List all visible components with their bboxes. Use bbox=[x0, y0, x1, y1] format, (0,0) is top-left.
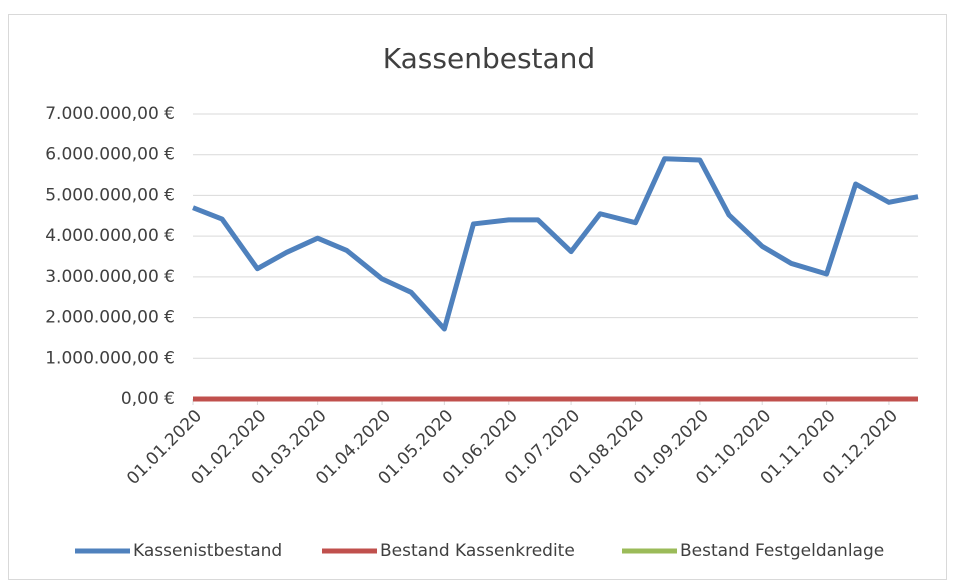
chart-title: Kassenbestand bbox=[383, 42, 595, 75]
y-tick-label: 0,00 € bbox=[121, 389, 175, 409]
series-line bbox=[192, 156, 919, 332]
legend-label: Bestand Kassenkredite bbox=[380, 541, 575, 561]
y-tick-label: 2.000.000,00 € bbox=[45, 308, 175, 328]
y-tick-label: 6.000.000,00 € bbox=[45, 145, 175, 165]
legend-item: Bestand Kassenkredite bbox=[322, 541, 575, 561]
legend-item: Kassenistbestand bbox=[75, 541, 282, 561]
legend-label: Kassenistbestand bbox=[133, 541, 282, 561]
legend-label: Bestand Festgeldanlage bbox=[680, 541, 884, 561]
y-tick-label: 1.000.000,00 € bbox=[45, 348, 175, 368]
y-tick-label: 7.000.000,00 € bbox=[45, 104, 175, 124]
y-tick-label: 4.000.000,00 € bbox=[45, 226, 175, 246]
y-tick-label: 5.000.000,00 € bbox=[45, 185, 175, 205]
legend-item: Bestand Festgeldanlage bbox=[622, 541, 884, 561]
chart-border bbox=[8, 14, 947, 580]
y-tick-label: 3.000.000,00 € bbox=[45, 267, 175, 287]
